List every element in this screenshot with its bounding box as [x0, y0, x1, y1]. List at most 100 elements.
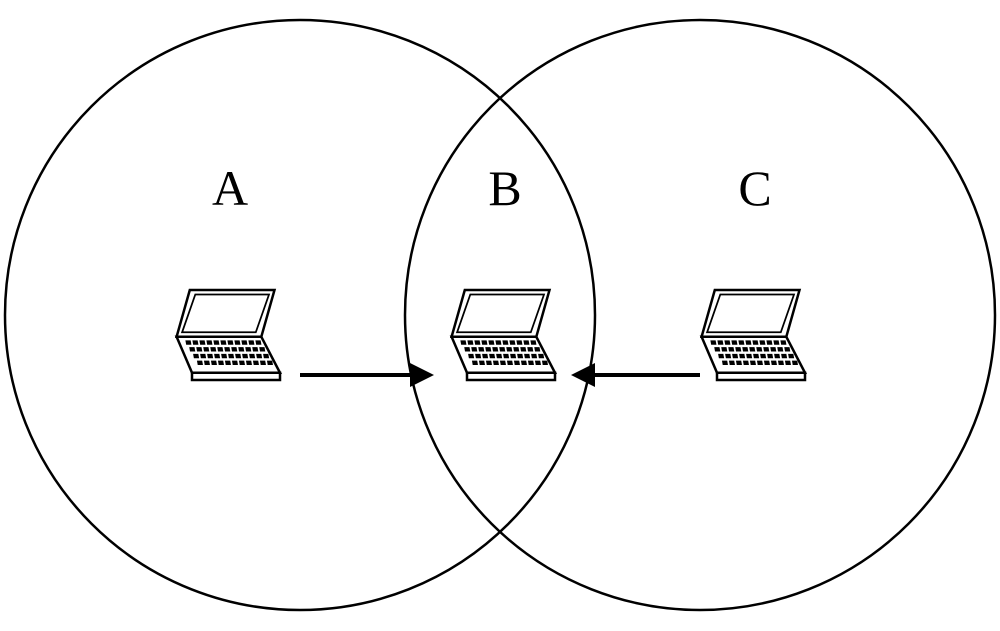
laptop-key-icon — [514, 361, 520, 365]
laptop-key-icon — [196, 347, 202, 351]
laptop-key-icon — [788, 354, 794, 358]
laptop-key-icon — [475, 354, 481, 358]
laptop-key-icon — [499, 347, 505, 351]
laptop-key-icon — [780, 340, 786, 344]
laptop-key-icon — [234, 340, 240, 344]
laptop-screen-icon — [182, 295, 269, 333]
laptop-key-icon — [527, 347, 533, 351]
laptop-key-icon — [217, 347, 223, 351]
laptop-key-icon — [256, 354, 262, 358]
laptop-key-icon — [756, 347, 762, 351]
laptop-key-icon — [185, 340, 191, 344]
laptop-key-icon — [764, 361, 770, 365]
laptop-key-icon — [710, 340, 716, 344]
laptop-key-icon — [746, 354, 752, 358]
laptop-key-icon — [771, 361, 777, 365]
laptop-key-icon — [753, 354, 759, 358]
laptop-key-icon — [738, 340, 744, 344]
laptop-key-icon — [252, 347, 258, 351]
laptop-front-icon — [467, 373, 555, 380]
laptop-screen-icon — [707, 295, 794, 333]
laptop-key-icon — [731, 340, 737, 344]
laptop-key-icon — [263, 354, 269, 358]
laptop-key-icon — [486, 361, 492, 365]
laptop-key-icon — [493, 361, 499, 365]
laptop-key-icon — [521, 361, 527, 365]
laptop-key-icon — [246, 361, 252, 365]
laptop-key-icon — [717, 340, 723, 344]
laptop-key-icon — [528, 361, 534, 365]
laptop-key-icon — [472, 361, 478, 365]
laptop-key-icon — [492, 347, 498, 351]
laptop-key-icon — [517, 354, 523, 358]
laptop-key-icon — [749, 347, 755, 351]
laptop-key-icon — [736, 361, 742, 365]
laptop-key-icon — [267, 361, 273, 365]
laptop-key-icon — [482, 354, 488, 358]
laptop-key-icon — [777, 347, 783, 351]
laptop-key-icon — [763, 347, 769, 351]
laptop-key-icon — [248, 340, 254, 344]
laptop-key-icon — [192, 340, 198, 344]
laptop-front-icon — [717, 373, 805, 380]
laptop-key-icon — [231, 347, 237, 351]
laptop-key-icon — [729, 361, 735, 365]
laptop-key-icon — [760, 354, 766, 358]
laptop-key-icon — [714, 347, 720, 351]
laptop-key-icon — [474, 340, 480, 344]
laptop-key-icon — [199, 340, 205, 344]
laptop-key-icon — [471, 347, 477, 351]
laptop-key-icon — [488, 340, 494, 344]
laptop-key-icon — [245, 347, 251, 351]
laptop-key-icon — [193, 354, 199, 358]
laptop-key-icon — [722, 361, 728, 365]
laptop-key-icon — [739, 354, 745, 358]
laptop-key-icon — [743, 361, 749, 365]
laptop-key-icon — [225, 361, 231, 365]
laptop-key-icon — [766, 340, 772, 344]
laptop-front-icon — [192, 373, 280, 380]
laptop-key-icon — [781, 354, 787, 358]
laptop-key-icon — [496, 354, 502, 358]
diagram-canvas: ABC — [0, 0, 1000, 631]
laptop-key-icon — [481, 340, 487, 344]
laptop-key-icon — [200, 354, 206, 358]
laptop-key-icon — [204, 361, 210, 365]
laptop-key-icon — [249, 354, 255, 358]
laptop-key-icon — [530, 340, 536, 344]
laptop-key-icon — [467, 340, 473, 344]
laptop-key-icon — [542, 361, 548, 365]
laptop-key-icon — [221, 354, 227, 358]
laptop-key-icon — [510, 354, 516, 358]
laptop-key-icon — [524, 354, 530, 358]
laptop-key-icon — [460, 340, 466, 344]
laptop-key-icon — [259, 347, 265, 351]
laptop-key-icon — [213, 340, 219, 344]
laptop-key-icon — [500, 361, 506, 365]
laptop-key-icon — [241, 340, 247, 344]
laptop-key-icon — [520, 347, 526, 351]
laptop-key-icon — [725, 354, 731, 358]
laptop-key-icon — [502, 340, 508, 344]
laptop-key-icon — [516, 340, 522, 344]
laptop-key-icon — [478, 347, 484, 351]
laptop-key-icon — [757, 361, 763, 365]
laptop-key-icon — [242, 354, 248, 358]
laptop-key-icon — [197, 361, 203, 365]
laptop-key-icon — [767, 354, 773, 358]
laptop-screen-icon — [457, 295, 544, 333]
laptop-key-icon — [513, 347, 519, 351]
laptop-key-icon — [535, 361, 541, 365]
laptop-key-icon — [785, 361, 791, 365]
laptop-key-icon — [214, 354, 220, 358]
laptop-key-icon — [523, 340, 529, 344]
laptop-key-icon — [464, 347, 470, 351]
laptop-key-icon — [534, 347, 540, 351]
laptop-key-icon — [238, 347, 244, 351]
laptop-key-icon — [503, 354, 509, 358]
laptop-key-icon — [485, 347, 491, 351]
laptop-key-icon — [207, 354, 213, 358]
laptop-key-icon — [255, 340, 261, 344]
laptop-key-icon — [773, 340, 779, 344]
laptop-key-icon — [745, 340, 751, 344]
